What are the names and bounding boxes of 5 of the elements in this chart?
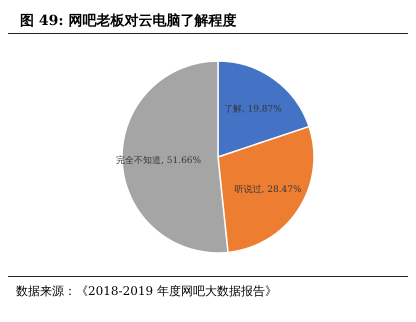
slice-label: 了解, 19.87% xyxy=(224,104,282,115)
slice-label: 完全不知道, 51.66% xyxy=(116,155,202,166)
source-note: 数据来源：《2018-2019 年度网吧大数据报告》 xyxy=(16,283,278,300)
slice-label: 听说过, 28.47% xyxy=(234,184,302,196)
chart-title: 图 49: 网吧老板对云电脑了解程度 xyxy=(8,8,408,34)
